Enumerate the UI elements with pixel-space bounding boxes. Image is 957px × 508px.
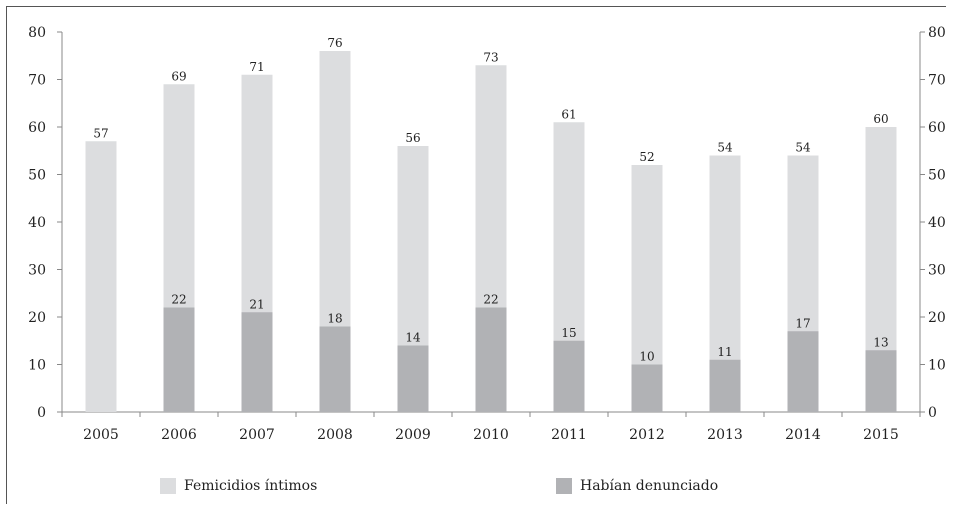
bar-denunciado (787, 331, 819, 412)
y-tick-label-right: 70 (928, 73, 946, 89)
data-label-denunciado: 18 (327, 312, 342, 326)
legend-item-femicidios: Femicidios íntimos (160, 478, 317, 494)
legend-label-denunciado: Habían denunciado (580, 478, 719, 494)
bar-denunciado (631, 364, 663, 412)
legend-item-denunciado: Habían denunciado (556, 478, 718, 494)
y-ticks-right: 0 10 20 30 40 50 60 70 80 (920, 25, 946, 421)
data-label-femicidios: 52 (639, 150, 654, 164)
x-tick-label: 2010 (473, 427, 509, 443)
data-label-denunciado: 10 (639, 350, 654, 364)
data-label-femicidios: 56 (405, 131, 420, 145)
data-label-denunciado: 17 (795, 316, 810, 330)
legend-swatch-femicidios (160, 478, 176, 494)
data-label-femicidios: 69 (171, 69, 186, 83)
x-tick-label: 2015 (863, 427, 899, 443)
y-tick-label-right: 50 (928, 168, 946, 184)
data-label-denunciado: 13 (873, 335, 888, 349)
data-label-femicidios: 54 (717, 141, 733, 155)
bar-denunciado (553, 340, 585, 412)
y-tick-label-right: 40 (928, 215, 946, 231)
x-tick-label: 2006 (161, 427, 197, 443)
y-tick-label-right: 60 (928, 120, 946, 136)
data-label-denunciado: 21 (249, 297, 264, 311)
y-tick-label-right: 10 (928, 358, 946, 374)
data-label-femicidios: 73 (483, 50, 498, 64)
y-tick-label-left: 20 (28, 310, 46, 326)
y-tick-label-left: 0 (37, 405, 46, 421)
x-tick-label: 2009 (395, 427, 431, 443)
y-tick-label-left: 80 (28, 25, 46, 41)
data-label-denunciado: 22 (171, 293, 186, 307)
bar-chart: 0 10 20 30 40 50 60 70 80 0 10 20 30 40 50 60 70 80 57 69… (28, 25, 946, 443)
legend-swatch-denunciado (556, 478, 572, 494)
x-tick-label: 2007 (239, 427, 275, 443)
x-tick-label: 2014 (785, 427, 821, 443)
data-label-femicidios: 57 (93, 126, 108, 140)
data-label-femicidios: 54 (795, 141, 811, 155)
chart-frame (6, 6, 946, 504)
y-tick-label-left: 30 (28, 263, 46, 279)
data-label-femicidios: 60 (873, 112, 888, 126)
y-tick-label-right: 0 (928, 405, 937, 421)
y-tick-label-right: 30 (928, 263, 946, 279)
bar-denunciado (397, 345, 429, 412)
x-tick-label: 2012 (629, 427, 665, 443)
y-tick-label-left: 70 (28, 73, 46, 89)
bar-denunciado (475, 307, 507, 412)
y-ticks-left: 0 10 20 30 40 50 60 70 80 (28, 25, 62, 421)
x-tick-label: 2013 (707, 427, 743, 443)
y-tick-label-left: 60 (28, 120, 46, 136)
bar-denunciado (163, 307, 195, 412)
bar-denunciado (241, 312, 273, 412)
y-tick-label-right: 20 (928, 310, 946, 326)
data-label-denunciado: 15 (561, 326, 576, 340)
y-tick-label-right: 80 (928, 25, 946, 41)
x-tick-label: 2008 (317, 427, 353, 443)
bar-denunciado (865, 350, 897, 412)
y-tick-label-left: 40 (28, 215, 46, 231)
legend-label-femicidios: Femicidios íntimos (184, 478, 318, 494)
y-tick-label-left: 10 (28, 358, 46, 374)
bar-denunciado (319, 326, 351, 412)
x-tick-label: 2005 (83, 427, 119, 443)
x-tick-labels: 2005 2006 2007 2008 2009 2010 2011 2012 2013 2014… (61, 412, 921, 443)
bars: 57 69 71 76 56 73 61 52 54 54 60 22 21 18 14 22 15 10 11 17… (85, 36, 897, 412)
data-label-femicidios: 76 (327, 36, 342, 50)
data-label-femicidios: 61 (561, 107, 576, 121)
bar-femicidios (85, 141, 117, 412)
data-label-denunciado: 11 (717, 345, 732, 359)
data-label-denunciado: 14 (405, 331, 421, 345)
x-tick-label: 2011 (551, 427, 587, 443)
y-tick-label-left: 50 (28, 168, 46, 184)
bar-denunciado (709, 359, 741, 412)
data-label-denunciado: 22 (483, 293, 498, 307)
data-label-femicidios: 71 (249, 60, 264, 74)
